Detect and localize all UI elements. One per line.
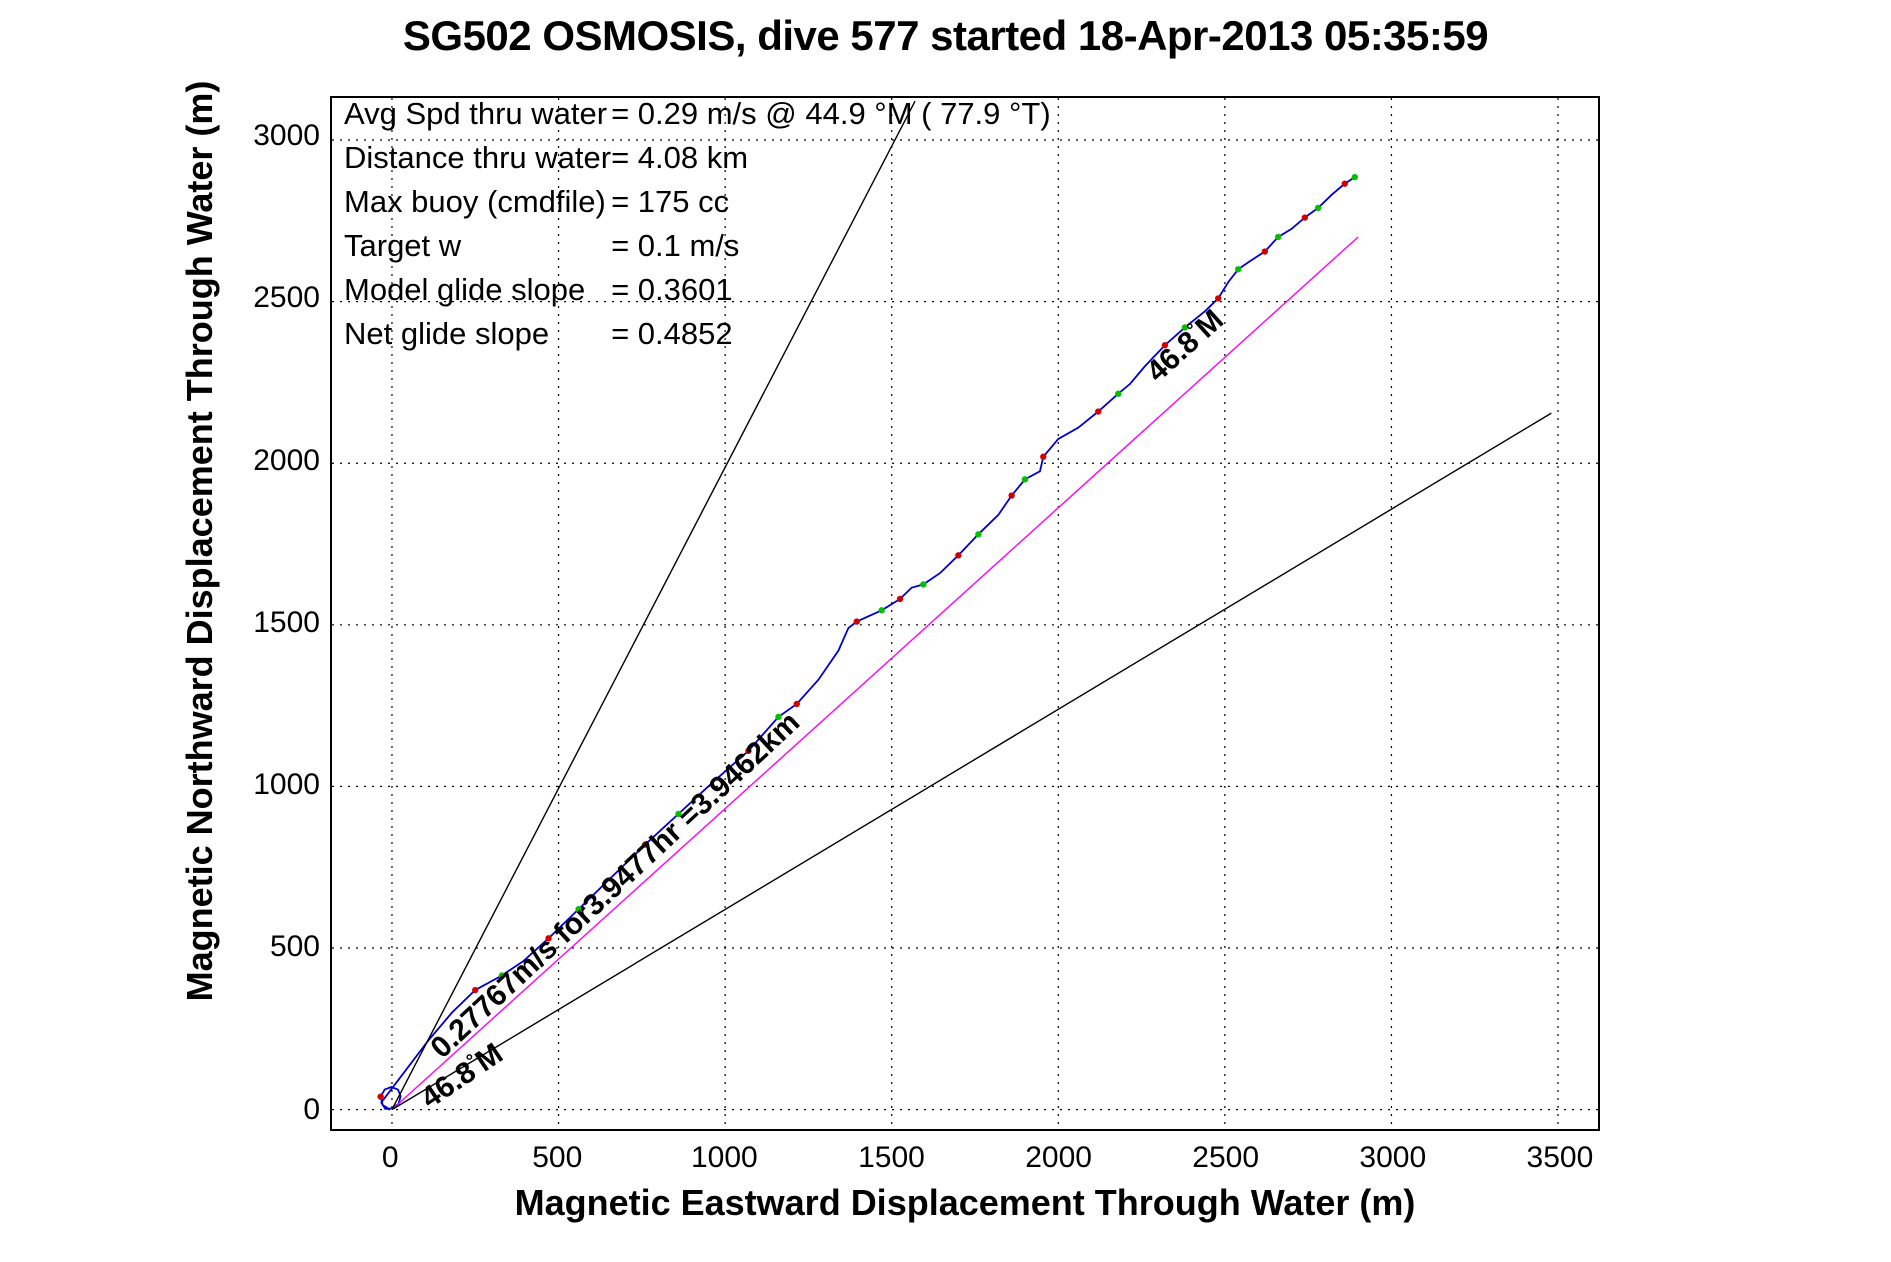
x-axis-label: Magnetic Eastward Displacement Through W… bbox=[514, 1182, 1416, 1223]
y-tick-500: 500 bbox=[269, 930, 320, 964]
annotation-value: = 4.08 km bbox=[611, 140, 749, 175]
annotation-label: Net glide slope bbox=[344, 316, 550, 351]
annotation-block: Avg Spd thru water = 0.29 m/s @ 44.9 °M (… bbox=[344, 96, 1051, 356]
annotation-value: = 0.1 m/s bbox=[611, 228, 740, 263]
annotation-row: Avg Spd thru water = 0.29 m/s @ 44.9 °M (… bbox=[344, 96, 1051, 136]
y-tick-1000: 1000 bbox=[253, 768, 320, 802]
x-tick-0: 0 bbox=[381, 1141, 399, 1174]
x-tick-2000: 2000 bbox=[1025, 1141, 1092, 1174]
plot-area: Avg Spd thru water = 0.29 m/s @ 44.9 °M (… bbox=[330, 96, 1600, 1131]
plot-canvas bbox=[332, 98, 1598, 1129]
page-title: SG502 OSMOSIS, dive 577 started 18-Apr-2… bbox=[402, 12, 1489, 59]
series-lower-reference-bearing-line bbox=[392, 413, 1551, 1109]
annotation-row: Net glide slope = 0.4852 bbox=[344, 312, 1051, 356]
annotation-row: Model glide slope = 0.3601 bbox=[344, 268, 1051, 312]
y-tick-1500: 1500 bbox=[253, 605, 320, 639]
x-tick-500: 500 bbox=[532, 1141, 583, 1174]
y-tick-0: 0 bbox=[303, 1092, 320, 1126]
annotation-label: Max buoy (cmdfile) bbox=[344, 184, 606, 219]
annotation-value: = 0.29 m/s @ 44.9 °M ( 77.9 °T) bbox=[611, 96, 1051, 131]
annotation-row: Target w = 0.1 m/s bbox=[344, 224, 1051, 268]
annotation-label: Distance thru water bbox=[344, 140, 612, 175]
markers-roll-to-left bbox=[377, 180, 1348, 1100]
series-upper-reference-bearing-line bbox=[392, 101, 915, 1109]
y-tick-2000: 2000 bbox=[253, 443, 320, 477]
annotation-row: Distance thru water = 4.08 km bbox=[344, 136, 1051, 180]
series-model-glide-slope-line bbox=[392, 237, 1358, 1110]
annotation-value: = 0.4852 bbox=[611, 316, 733, 351]
x-tick-2500: 2500 bbox=[1192, 1141, 1260, 1174]
x-tick-1000: 1000 bbox=[690, 1141, 758, 1174]
y-tick-3000: 3000 bbox=[253, 119, 320, 153]
annotation-label: Model glide slope bbox=[344, 272, 586, 307]
annotation-value: = 0.3601 bbox=[611, 272, 733, 307]
annotation-row: Max buoy (cmdfile) = 175 cc bbox=[344, 180, 1051, 224]
y-axis-label: Magnetic Northward Displacement Through … bbox=[179, 80, 220, 1002]
x-tick-1500: 1500 bbox=[858, 1141, 925, 1174]
annotation-value: = 175 cc bbox=[611, 184, 730, 219]
x-tick-3500: 3500 bbox=[1526, 1141, 1594, 1174]
annotation-label: Target w bbox=[344, 228, 462, 263]
grid-lines bbox=[332, 98, 1598, 1129]
annotation-table: Avg Spd thru water = 0.29 m/s @ 44.9 °M (… bbox=[344, 96, 1051, 356]
markers-roll-to-right bbox=[498, 173, 1358, 979]
annotation-label: Avg Spd thru water bbox=[344, 96, 608, 131]
y-tick-2500: 2500 bbox=[253, 281, 320, 315]
x-tick-3000: 3000 bbox=[1359, 1141, 1427, 1174]
